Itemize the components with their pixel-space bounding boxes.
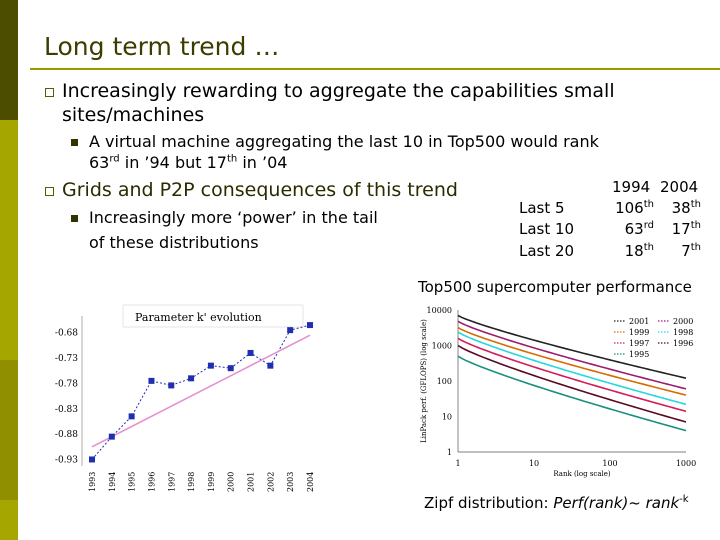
table-cell: 38th — [671, 199, 701, 217]
y-tick-label: 1000 — [432, 342, 452, 351]
sub-bullet-icon — [71, 139, 78, 146]
sub-bullet-text: Increasingly more ‘power’ in the tail — [89, 208, 378, 227]
slide-title: Long term trend … — [44, 32, 280, 61]
data-point — [227, 365, 234, 372]
x-tick-label: 1 — [455, 459, 460, 468]
series-line — [457, 314, 687, 379]
series-line — [457, 326, 687, 396]
x-tick-label: 1000 — [676, 459, 696, 468]
trend-line — [91, 334, 311, 448]
series-line — [457, 331, 687, 406]
legend-label: 2000 — [673, 317, 693, 326]
y-tick-label: -0.78 — [55, 379, 78, 389]
x-tick-label: 100 — [602, 459, 617, 468]
y-tick-label: 100 — [437, 377, 452, 386]
data-point — [188, 375, 195, 382]
series-line — [457, 320, 687, 390]
table-cell: 106th — [615, 199, 654, 217]
k-evolution-chart: Parameter k' evolution -0.68 -0.73 -0.78 -0… — [55, 304, 315, 492]
sub-bullet-text: 63rd in ’94 but 17th in ’04 — [89, 153, 288, 172]
data-point — [148, 377, 155, 384]
table-header-1994: 1994 — [612, 178, 651, 196]
bullet-square-icon — [45, 88, 54, 97]
y-tick-label: -0.83 — [55, 405, 78, 415]
data-point — [168, 382, 175, 389]
table-cell: 7th — [681, 242, 701, 260]
y-tick-label: -0.88 — [55, 430, 78, 440]
y-tick-label: 10000 — [427, 306, 452, 315]
y-tick-label: -0.68 — [55, 329, 78, 339]
top500-caption: Top500 supercomputer performance — [418, 278, 692, 296]
legend-label: 1995 — [629, 350, 649, 359]
x-tick-label: 10 — [529, 459, 539, 468]
x-tick-label: 1999 — [207, 472, 216, 492]
data-point — [207, 362, 214, 369]
accent-bar-top — [0, 0, 18, 120]
legend-label: 2001 — [629, 317, 649, 326]
table-header-2004: 2004 — [660, 178, 699, 196]
legend-label: 1998 — [673, 328, 693, 337]
table-row-label: Last 10 — [519, 220, 575, 238]
x-tick-label: 2004 — [306, 472, 315, 492]
y-tick-label: -0.93 — [55, 455, 78, 465]
bullet-text: Increasingly rewarding to aggregate the … — [62, 80, 615, 102]
table-row-label: Last 5 — [519, 199, 565, 217]
x-tick-label: 1993 — [88, 472, 97, 492]
x-tick-label: 1996 — [147, 472, 156, 492]
data-point — [267, 362, 274, 369]
data-point — [287, 327, 294, 334]
series-line — [457, 355, 687, 432]
series-line — [91, 324, 311, 460]
data-point — [307, 322, 313, 329]
y-axis-label: LinPack perf. (GFLOPS) (log scale) — [420, 319, 428, 443]
x-tick-label: 1994 — [108, 472, 117, 492]
top500-chart: 1 10 100 1000 10000 1 10 100 1000 Rank (log scale… — [420, 306, 696, 478]
legend-label: 1997 — [629, 339, 649, 348]
x-tick-label: 2000 — [227, 472, 236, 492]
x-tick-label: 1997 — [167, 472, 176, 492]
data-point — [89, 456, 95, 463]
x-tick-label: 2003 — [286, 472, 295, 492]
series-line — [457, 344, 687, 423]
legend-label: 1996 — [673, 339, 693, 348]
x-tick-label: 1995 — [128, 472, 137, 492]
bullet-square-icon — [45, 187, 54, 196]
table-cell: 63rd — [624, 220, 654, 238]
bullet-text: sites/machines — [62, 104, 205, 126]
accent-bar-bottom — [0, 120, 18, 540]
title-divider — [30, 68, 720, 70]
y-tick-label: 1 — [447, 448, 452, 457]
sub-bullet-icon — [71, 215, 78, 222]
zipf-caption: Zipf distribution: Perf(rank)~ rank-k — [424, 494, 689, 512]
x-tick-label: 2001 — [247, 472, 256, 492]
series-line — [457, 337, 687, 413]
y-tick-label: 10 — [442, 413, 452, 422]
data-point — [128, 413, 135, 420]
data-point — [247, 349, 254, 356]
bullet-text: Grids and P2P consequences of this trend — [62, 179, 458, 201]
table-row-label: Last 20 — [519, 242, 575, 260]
data-point — [108, 433, 115, 440]
sub-bullet-text: of these distributions — [89, 233, 259, 252]
legend-label: 1999 — [629, 328, 649, 337]
chart-title-box — [122, 304, 304, 328]
x-axis-label: Rank (log scale) — [553, 470, 611, 478]
table-cell: 18th — [624, 242, 654, 260]
table-cell: 17th — [671, 220, 701, 238]
chart-title: Parameter k' evolution — [135, 311, 262, 324]
x-tick-label: 2002 — [266, 472, 275, 492]
x-tick-label: 1998 — [187, 472, 196, 492]
y-tick-label: -0.73 — [55, 354, 78, 364]
sub-bullet-text: A virtual machine aggregating the last 1… — [89, 132, 599, 151]
